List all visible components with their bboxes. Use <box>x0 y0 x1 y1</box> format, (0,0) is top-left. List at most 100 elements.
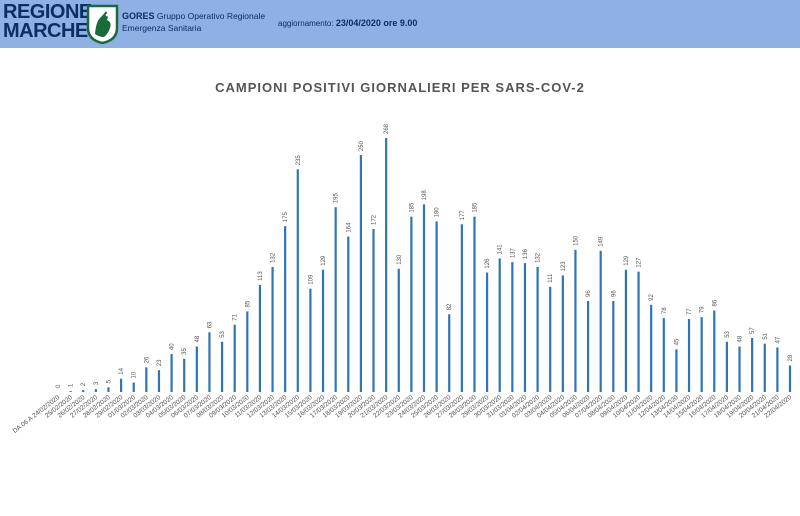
bar <box>107 387 110 392</box>
data-label: 57 <box>750 327 756 334</box>
data-label: 175 <box>283 211 289 222</box>
data-label: 198 <box>422 190 428 201</box>
data-label: 123 <box>561 261 567 272</box>
data-label: 141 <box>498 244 504 255</box>
bar <box>422 204 426 392</box>
bar <box>473 216 476 392</box>
bar <box>751 337 754 392</box>
data-label: 35 <box>182 347 188 354</box>
data-label: 92 <box>649 293 655 300</box>
bar <box>246 311 249 392</box>
header-banner: REGIONE MARCHE GORES Gruppo Operativo Re… <box>0 0 800 48</box>
bar <box>448 314 451 392</box>
bar <box>208 332 211 392</box>
bar <box>624 269 628 392</box>
bar <box>612 301 615 392</box>
data-label: 150 <box>573 235 579 246</box>
data-label: 3 <box>94 381 100 385</box>
update-label: aggiornamento: <box>278 19 334 28</box>
data-label: 28 <box>788 354 794 361</box>
data-label: 109 <box>308 274 314 285</box>
data-label: 111 <box>548 273 554 283</box>
data-label: 136 <box>523 248 529 259</box>
bar <box>788 365 792 392</box>
data-label: 85 <box>245 300 251 307</box>
bar <box>296 169 299 392</box>
bar <box>132 382 135 392</box>
data-label: 0 <box>56 384 62 388</box>
data-label: 195 <box>334 193 340 204</box>
data-label: 71 <box>233 313 239 320</box>
data-label: 51 <box>763 332 769 339</box>
bar <box>82 390 85 392</box>
logo-line-1: REGIONE <box>3 1 92 23</box>
data-label: 26 <box>144 356 150 363</box>
bar <box>157 370 161 392</box>
bar <box>258 284 262 392</box>
bar <box>738 346 741 392</box>
bar <box>309 288 312 392</box>
bar <box>586 301 590 392</box>
bar <box>574 249 577 392</box>
data-label: 130 <box>397 254 403 265</box>
data-label: 23 <box>157 359 163 366</box>
regione-marche-logo: REGIONE MARCHE <box>3 1 92 42</box>
bar <box>561 275 564 392</box>
bar <box>637 271 640 392</box>
bar <box>183 358 186 392</box>
bar <box>372 228 375 392</box>
data-label: 235 <box>296 155 302 166</box>
data-label: 40 <box>170 343 176 350</box>
bar <box>486 272 489 392</box>
bar <box>359 155 362 392</box>
data-label: 10 <box>132 371 138 378</box>
data-label: 129 <box>624 255 630 266</box>
data-label: 132 <box>271 252 277 263</box>
bar <box>662 318 665 392</box>
data-label: 14 <box>119 367 125 374</box>
chart-title: CAMPIONI POSITIVI GIORNALIERI PER SARS-C… <box>215 80 585 95</box>
bar <box>687 319 691 392</box>
bar <box>220 341 224 392</box>
data-label: 185 <box>472 202 478 213</box>
data-label: 78 <box>662 307 668 314</box>
update-value: 23/04/2020 ore 9.00 <box>335 18 418 28</box>
update-info: aggiornamento: 23/04/2020 ore 9.00 <box>278 18 417 28</box>
bar <box>321 269 325 392</box>
data-label: 48 <box>195 335 201 342</box>
bar <box>511 262 514 392</box>
bar <box>776 347 779 392</box>
gores-name-line-2: Emergenza Sanitaria <box>122 23 202 33</box>
data-label: 82 <box>447 303 453 310</box>
bar <box>675 349 678 392</box>
bar <box>233 324 236 392</box>
bar <box>713 310 716 392</box>
data-label: 177 <box>460 210 466 221</box>
data-label: 45 <box>674 338 680 345</box>
bar <box>120 378 123 392</box>
bar <box>498 258 501 392</box>
data-label: 250 <box>359 140 365 151</box>
data-label: 126 <box>485 258 491 269</box>
data-label: 113 <box>258 271 264 281</box>
regione-marche-emblem-icon <box>86 4 119 44</box>
bar <box>94 389 97 392</box>
bar <box>385 138 388 392</box>
bar <box>397 268 400 392</box>
data-label: 48 <box>738 335 744 342</box>
data-label: 137 <box>510 247 516 258</box>
bar <box>599 250 602 392</box>
data-label: 129 <box>321 255 327 266</box>
bar <box>69 391 72 392</box>
data-label: 185 <box>409 202 415 213</box>
data-label: 149 <box>599 236 605 247</box>
data-label: 96 <box>586 290 592 297</box>
data-label: 79 <box>700 306 706 313</box>
bar <box>271 266 274 392</box>
data-label: 86 <box>712 299 718 306</box>
data-label: 180 <box>435 207 441 218</box>
bar <box>170 354 173 392</box>
logo-line-2: MARCHE <box>3 20 88 42</box>
bar <box>145 367 148 392</box>
